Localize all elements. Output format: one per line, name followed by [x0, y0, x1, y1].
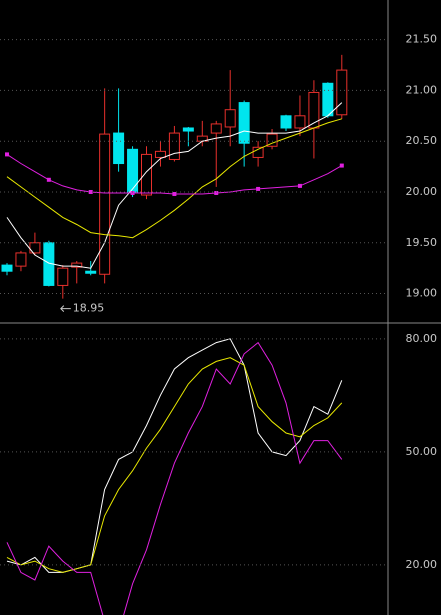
candle-body [127, 148, 139, 194]
low-annotation: 18.95 [73, 302, 105, 315]
y-tick-label: 50.00 [406, 445, 438, 458]
candle-body [280, 115, 292, 129]
indicator-line [6, 357, 343, 573]
ma-marker [339, 163, 344, 168]
ma-marker [214, 190, 219, 195]
ma-marker [88, 189, 93, 194]
candle-body [154, 150, 166, 158]
candle-body [294, 115, 306, 129]
moving-average [6, 118, 342, 239]
candle-body [224, 109, 236, 128]
candle-body [29, 242, 41, 254]
y-tick-label: 20.00 [406, 185, 438, 198]
candle-body [336, 69, 348, 116]
indicator-line [6, 338, 343, 573]
candle-body [57, 267, 69, 286]
ma-marker [5, 152, 9, 157]
y-tick-label: 80.00 [406, 332, 438, 345]
candle-body [210, 123, 222, 134]
ma-marker [172, 192, 177, 197]
ma-marker [130, 190, 135, 195]
ma-marker [256, 186, 261, 191]
candle-body [266, 133, 278, 147]
candle-body [113, 132, 125, 165]
annotation-arrow-head [60, 305, 65, 312]
candle-body [182, 127, 194, 132]
y-tick-label: 21.00 [406, 83, 438, 96]
y-tick-label: 20.50 [406, 134, 438, 147]
y-tick-label: 19.50 [406, 236, 438, 249]
candle-body [85, 270, 97, 274]
axes: 19.00 19.50 20.00 20.50 21.00 21.50 20.00 50.00… [0, 33, 437, 571]
indicator-panel [6, 338, 343, 615]
candle-body [1, 264, 13, 272]
y-tick-label: 21.50 [406, 33, 438, 46]
moving-average [6, 102, 343, 269]
ma-marker [297, 183, 302, 188]
price-panel: 18.95 [1, 54, 348, 315]
candle-body [238, 102, 250, 144]
ma-marker [46, 177, 51, 182]
candle-body [141, 153, 152, 196]
candle-body [168, 132, 180, 160]
candle-body [322, 82, 334, 117]
indicator-line [6, 341, 343, 615]
y-tick-label: 20.00 [406, 558, 438, 571]
candle-body [99, 133, 111, 275]
y-tick-label: 19.00 [406, 287, 438, 300]
candle-body [71, 262, 83, 268]
candle-body [15, 252, 27, 267]
